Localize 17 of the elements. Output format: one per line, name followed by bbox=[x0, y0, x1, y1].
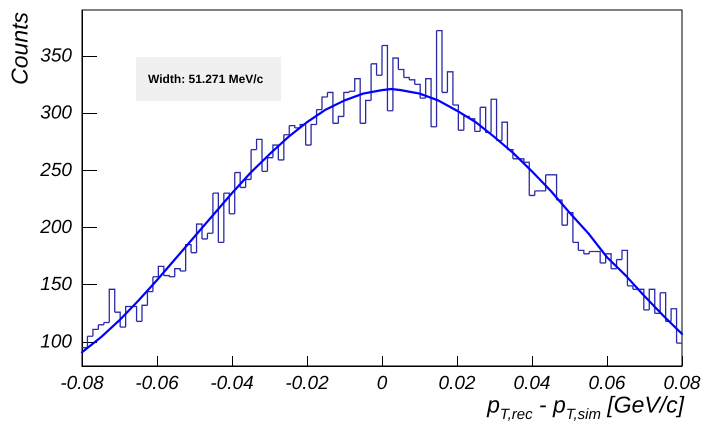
x-tick-label: -0.06 bbox=[135, 373, 180, 394]
y-axis-title: Counts bbox=[6, 12, 32, 85]
x-tick-label: 0.02 bbox=[438, 373, 476, 394]
y-tick-label: 250 bbox=[39, 160, 72, 181]
x-tick-label: 0 bbox=[376, 373, 388, 394]
x-tick-label: -0.04 bbox=[210, 373, 254, 394]
x-tick-label: 0.08 bbox=[664, 373, 701, 394]
y-tick-label: 300 bbox=[40, 102, 72, 124]
note-box: Width: 51.271 MeV/c bbox=[136, 57, 282, 101]
y-tick-label: 350 bbox=[40, 45, 72, 66]
x-tick-label: -0.02 bbox=[285, 373, 330, 394]
x-tick-label: -0.08 bbox=[60, 373, 104, 394]
y-tick-label: 150 bbox=[40, 274, 72, 296]
x-tick-label: 0.04 bbox=[514, 373, 550, 394]
y-tick-label: 200 bbox=[39, 216, 72, 238]
x-tick-label: 0.06 bbox=[588, 373, 626, 394]
y-tick-label: 100 bbox=[40, 331, 72, 352]
